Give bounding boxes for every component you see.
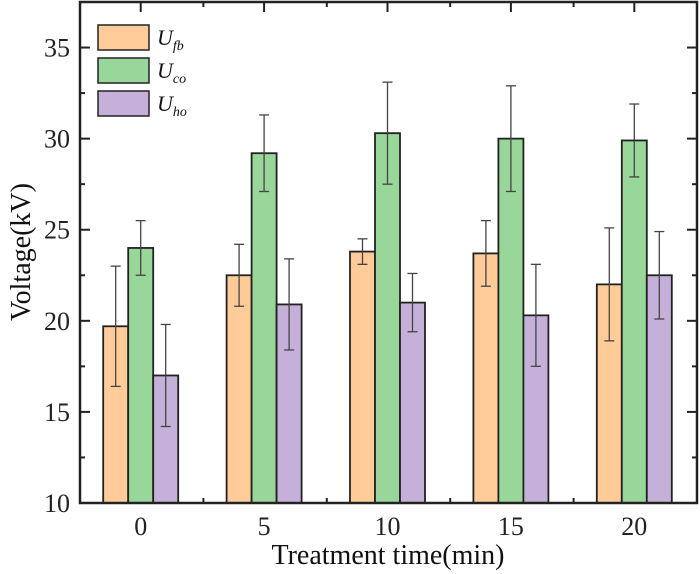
bar-fb-5 [225, 274, 253, 504]
legend-label-co: Uco [157, 58, 186, 87]
legend-swatch-fb [97, 24, 150, 51]
x-tick-label: 5 [258, 512, 271, 541]
y-tick-label: 15 [44, 398, 70, 427]
legend: Ufb Uco Uho [97, 24, 187, 120]
x-tick-label: 15 [498, 512, 524, 541]
x-tick-label: 10 [375, 512, 401, 541]
bar-ho-10 [399, 301, 426, 504]
y-axis-title: Voltage(kV) [6, 183, 37, 321]
legend-swatch-ho [97, 90, 150, 117]
x-tick-label: 20 [621, 512, 647, 541]
bar-co-15 [497, 137, 525, 504]
bar-co-20 [620, 139, 648, 504]
bar-fb-10 [349, 250, 376, 504]
x-axis: 0 5 10 15 20 [134, 2, 647, 541]
y-tick-label: 35 [44, 34, 70, 63]
x-axis-title: Treatment time(min) [271, 540, 504, 571]
bar-co-0 [127, 247, 155, 504]
legend-label-fb: Ufb [157, 25, 184, 54]
y-tick-label: 30 [44, 125, 70, 154]
y-tick-label: 20 [44, 307, 70, 336]
y-tick-label: 10 [44, 489, 70, 518]
bar-ho-15 [522, 314, 550, 504]
error-bars-layer [110, 81, 665, 428]
y-tick-label: 25 [44, 216, 70, 245]
bar-fb-15 [472, 252, 500, 504]
legend-label-ho: Uho [157, 91, 187, 120]
legend-swatch-co [97, 57, 150, 84]
bars-layer [102, 132, 673, 504]
bar-co-10 [374, 132, 401, 504]
x-tick-label: 0 [134, 512, 147, 541]
bar-co-5 [250, 152, 278, 504]
y-axis: 10 15 20 25 30 35 [44, 1, 697, 518]
